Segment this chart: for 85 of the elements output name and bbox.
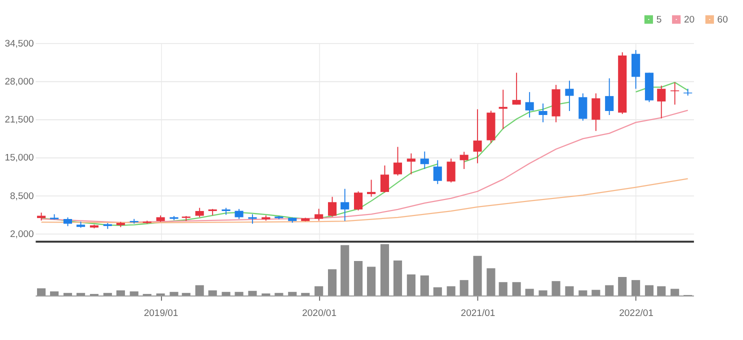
legend-label: 60 — [717, 14, 728, 26]
candlestick — [367, 179, 376, 198]
candlestick — [340, 188, 350, 222]
candlestick — [525, 92, 534, 118]
bar — [116, 290, 125, 296]
candlestick — [473, 108, 482, 164]
y-tick-label: 21,500 — [4, 114, 34, 126]
bar — [354, 261, 363, 296]
candlestick — [498, 89, 508, 130]
bar — [182, 292, 190, 296]
bar — [538, 290, 548, 296]
candlestick — [354, 190, 363, 211]
bar — [592, 290, 600, 296]
x-tick-label: 2022/01 — [619, 308, 654, 319]
candlestick — [512, 72, 521, 106]
y-tick-label: 15,000 — [4, 152, 34, 164]
bar — [314, 286, 324, 296]
bar — [130, 291, 138, 296]
line-series — [40, 178, 688, 224]
bar — [486, 268, 496, 296]
bar — [248, 290, 257, 296]
bar — [578, 290, 588, 296]
candlestick — [234, 208, 244, 220]
bar — [288, 292, 297, 296]
y-tick-label: 8,500 — [10, 190, 34, 202]
candlestick — [420, 151, 429, 170]
y-tick-label: 2,000 — [10, 228, 34, 240]
x-tick-label: 2020/01 — [302, 308, 337, 319]
candlestick — [446, 158, 456, 183]
bar — [552, 281, 560, 296]
bar — [498, 282, 508, 296]
bar — [274, 292, 284, 296]
candlestick — [632, 50, 640, 90]
bar — [657, 286, 666, 296]
bar — [605, 285, 614, 296]
bar — [618, 276, 627, 296]
candlestick — [195, 207, 204, 218]
candlestick — [328, 196, 337, 218]
candlestick — [538, 102, 548, 123]
bar — [565, 286, 574, 296]
candlestick — [657, 85, 666, 119]
y-tick-label: 34,500 — [4, 38, 34, 50]
candlestick — [578, 92, 588, 122]
bar — [50, 291, 59, 296]
bar — [208, 290, 217, 296]
bar — [37, 288, 46, 296]
bar — [103, 292, 112, 296]
bar — [340, 245, 350, 296]
y-tick-label: 28,000 — [4, 76, 34, 88]
x-tick-label: 2019/01 — [144, 308, 178, 319]
bar — [222, 292, 230, 296]
x-tick-label: 2021/01 — [460, 308, 496, 319]
bar — [433, 287, 442, 296]
candlestick — [406, 152, 416, 175]
candlestick — [605, 78, 614, 116]
bar — [446, 286, 456, 296]
bar — [367, 266, 376, 296]
bar — [76, 292, 86, 296]
candlestick — [380, 164, 390, 194]
bar — [670, 288, 680, 296]
bar — [632, 280, 640, 296]
candlestick — [248, 214, 257, 224]
legend-label: 5 — [656, 14, 662, 26]
bar — [170, 292, 178, 296]
candlestick — [314, 208, 324, 222]
bar — [380, 244, 390, 296]
bar — [301, 292, 310, 296]
bar — [63, 292, 72, 296]
bar — [195, 285, 204, 296]
bar — [393, 260, 402, 296]
candlestick — [592, 92, 600, 132]
bar — [525, 288, 534, 296]
bar — [512, 282, 521, 296]
bar — [234, 292, 244, 296]
bar — [420, 275, 429, 296]
candlestick — [393, 146, 402, 176]
candlestick — [433, 160, 442, 185]
candlestick — [460, 151, 468, 170]
bar — [460, 280, 468, 296]
legend-label: 20 — [684, 14, 695, 26]
bar — [328, 269, 337, 296]
bar — [473, 256, 482, 296]
bar — [406, 274, 416, 296]
candlestick — [565, 80, 574, 112]
bar — [644, 285, 654, 296]
